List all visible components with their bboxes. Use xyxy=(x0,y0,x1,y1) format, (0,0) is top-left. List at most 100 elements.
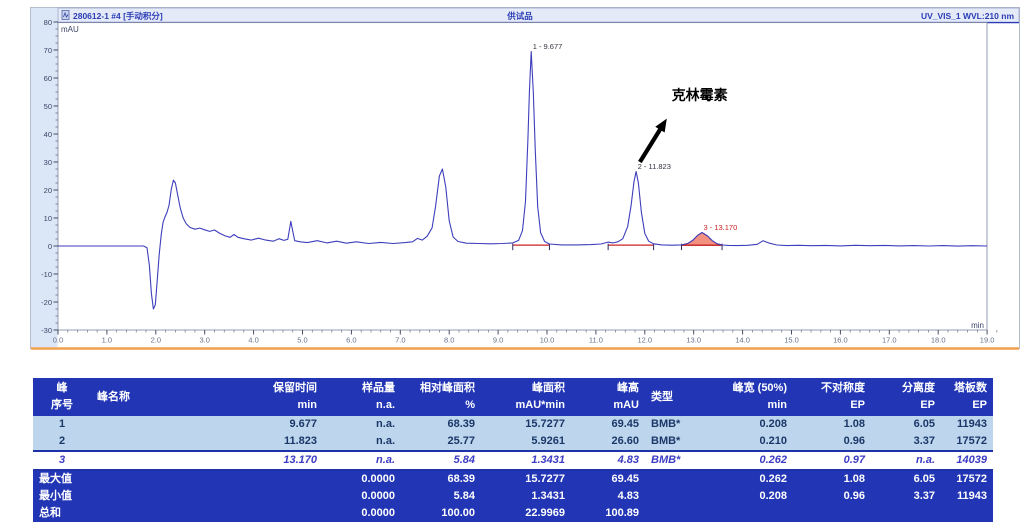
summary-cell xyxy=(645,505,705,522)
peak-cell: n.a. xyxy=(376,418,395,430)
peak-cell: 14039 xyxy=(956,454,987,466)
column-header-9: 不对称度 EP xyxy=(793,378,871,416)
x-tick-label: 10.0 xyxy=(540,336,555,345)
peak-cell xyxy=(91,416,211,433)
peak-cell: 1.08 xyxy=(843,418,865,430)
column-header-0: 峰序号 xyxy=(33,378,91,416)
summary-cell xyxy=(211,505,323,522)
chromatogram-header-bar xyxy=(57,7,1020,23)
y-tick-label: 60 xyxy=(44,74,52,83)
column-header-3: 样品量 n.a. xyxy=(323,378,401,416)
x-tick-label: 9.0 xyxy=(493,336,503,345)
y-tick-label: -20 xyxy=(41,298,52,307)
x-tick-label: 8.0 xyxy=(444,336,454,345)
peak-cell: 25.77 xyxy=(447,435,475,447)
peak-cell: 1 xyxy=(58,418,66,430)
x-tick-label: 17.0 xyxy=(882,336,897,345)
y-tick-label: 30 xyxy=(44,158,52,167)
peak-cell xyxy=(91,451,211,470)
peak-cell: 68.39 xyxy=(447,418,475,430)
column-header-5: 峰面积 mAU*min xyxy=(481,378,571,416)
y-tick-label: 70 xyxy=(44,46,52,55)
summary-label: 最小值 xyxy=(39,490,72,502)
peak-cell: 9.677 xyxy=(289,418,317,430)
x-tick-label: 0.0 xyxy=(53,336,63,345)
y-tick-label: 50 xyxy=(44,102,52,111)
x-tick-label: 11.0 xyxy=(589,336,603,345)
peak-row: 3 13.170 n.a. 5.84 1.3431 4.83 BMB* 0.262 0.97 n.… xyxy=(33,451,993,470)
summary-cell xyxy=(211,470,323,488)
peak-results-table: 峰序号 峰名称 保留时间 min 样品量 n.a. 相对峰面积% 峰面积 mAU*min 峰高 mA… xyxy=(33,378,993,522)
sample-name: 供试品 xyxy=(506,11,533,21)
x-tick-label: 6.0 xyxy=(346,336,356,345)
annotation-arrow-shaft xyxy=(638,125,664,164)
peak-cell: 15.7277 xyxy=(525,418,565,430)
summary-cell: 69.45 xyxy=(611,473,639,485)
peak-cell: 5.9261 xyxy=(531,435,565,447)
summary-cell: 0.0000 xyxy=(361,490,395,502)
y-tick-label: 20 xyxy=(44,186,52,195)
summary-row: 最小值 0.0000 5.84 1.3431 4.83 0.208 0.96 3.37 1194… xyxy=(33,488,993,505)
summary-cell xyxy=(645,488,705,505)
compound-annotation-text: 克林霉素 xyxy=(672,87,728,103)
peak-cell: 0.97 xyxy=(843,454,865,466)
peak-cell: BMB* xyxy=(651,435,681,447)
summary-cell xyxy=(871,505,941,522)
y-tick-label: -10 xyxy=(41,270,52,279)
peak-cell: 0.210 xyxy=(759,435,787,447)
x-tick-label: 5.0 xyxy=(297,336,307,345)
peak-cell: n.a. xyxy=(376,454,395,466)
x-tick-label: 1.0 xyxy=(102,336,112,345)
summary-cell xyxy=(793,505,871,522)
summary-cell: 0.0000 xyxy=(361,473,395,485)
peak-cell: 4.83 xyxy=(617,454,639,466)
peak-cell: 0.208 xyxy=(759,418,787,430)
summary-cell xyxy=(211,488,323,505)
peak-cell: 17572 xyxy=(956,435,987,447)
summary-cell: 100.00 xyxy=(441,507,475,519)
chromatogram-trace xyxy=(58,50,988,310)
x-axis-unit-label: min xyxy=(971,321,984,330)
peak-row: 1 9.677 n.a. 68.39 15.7277 69.45 BMB* 0.208 1.08… xyxy=(33,416,993,433)
x-tick-label: 2.0 xyxy=(151,336,161,345)
summary-cell: 11943 xyxy=(957,490,987,502)
peak-cell: 1.3431 xyxy=(531,454,565,466)
injection-title: 280612-1 #4 [手动积分] xyxy=(73,11,163,21)
x-tick-label: 14.0 xyxy=(735,336,750,345)
trace-layer xyxy=(58,50,988,310)
summary-cell: 0.262 xyxy=(759,473,787,485)
peak-cell: 6.05 xyxy=(913,418,935,430)
summary-row: 最大值 0.0000 68.39 15.7277 69.45 0.262 1.08 6.05 1… xyxy=(33,470,993,488)
summary-cell: 0.96 xyxy=(843,490,865,502)
table-header-row: 峰序号 峰名称 保留时间 min 样品量 n.a. 相对峰面积% 峰面积 mAU*min 峰高 mA… xyxy=(33,378,993,416)
summary-cell: 4.83 xyxy=(617,490,639,502)
y-tick-label: 10 xyxy=(44,214,52,223)
summary-label: 最大值 xyxy=(39,473,72,485)
peak-cell: 13.170 xyxy=(283,454,317,466)
summary-cell: 5.84 xyxy=(453,490,475,502)
column-header-1: 峰名称 xyxy=(91,378,211,416)
y-tick-label: 40 xyxy=(44,130,52,139)
summary-cell xyxy=(645,470,705,488)
column-header-8: 峰宽 (50%) min xyxy=(705,378,793,416)
peak-cell: 11943 xyxy=(957,418,987,430)
plot-area[interactable] xyxy=(57,22,988,331)
y-tick-label: 80 xyxy=(44,18,52,27)
summary-cell: 3.37 xyxy=(913,490,935,502)
injection-icon xyxy=(61,10,70,20)
axes: 80 70 60 50 40 30 20 10 0 -10 -20 -300.0 1.0 2.0 3.0 4.… xyxy=(41,18,998,345)
x-tick-label: 13.0 xyxy=(686,336,701,345)
summary-cell: 6.05 xyxy=(913,473,935,485)
peak-cell: 26.60 xyxy=(611,435,639,447)
summary-cell: 15.7277 xyxy=(525,473,565,485)
summary-cell: 0.208 xyxy=(759,490,787,502)
peak-cell: 5.84 xyxy=(453,454,475,466)
summary-row: 总和 0.0000 100.00 22.9969 100.89 xyxy=(33,505,993,522)
peak-cell: 0.96 xyxy=(843,435,865,447)
chromatogram-plot[interactable]: 280612-1 #4 [手动积分] 供试品 UV_VIS_1 WVL:210 … xyxy=(0,0,1026,372)
y-tick-label: -30 xyxy=(41,326,52,335)
peak-cell: 0.262 xyxy=(759,454,787,466)
y-tick-label: 0 xyxy=(48,242,52,251)
summary-label: 总和 xyxy=(39,507,61,519)
summary-cell: 100.89 xyxy=(605,507,639,519)
